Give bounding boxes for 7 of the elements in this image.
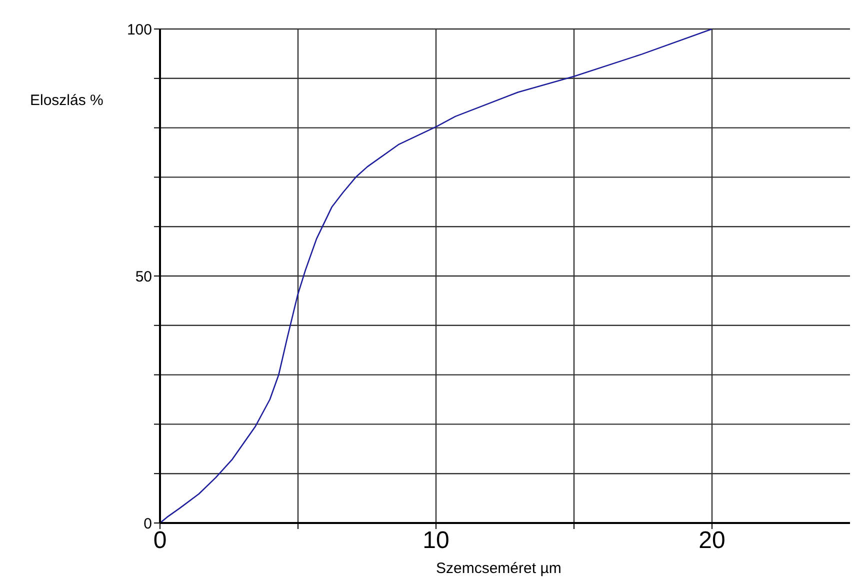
x-tick-label: 20 xyxy=(698,527,726,554)
x-tick-label: 10 xyxy=(422,527,450,554)
y-tick-label: 100 xyxy=(126,21,152,38)
x-axis-title: Szemcseméret µm xyxy=(436,560,562,577)
y-tick-label: 50 xyxy=(135,268,152,286)
y-axis-title: Eloszlás % xyxy=(30,92,104,109)
y-tick-label: 0 xyxy=(144,515,152,532)
